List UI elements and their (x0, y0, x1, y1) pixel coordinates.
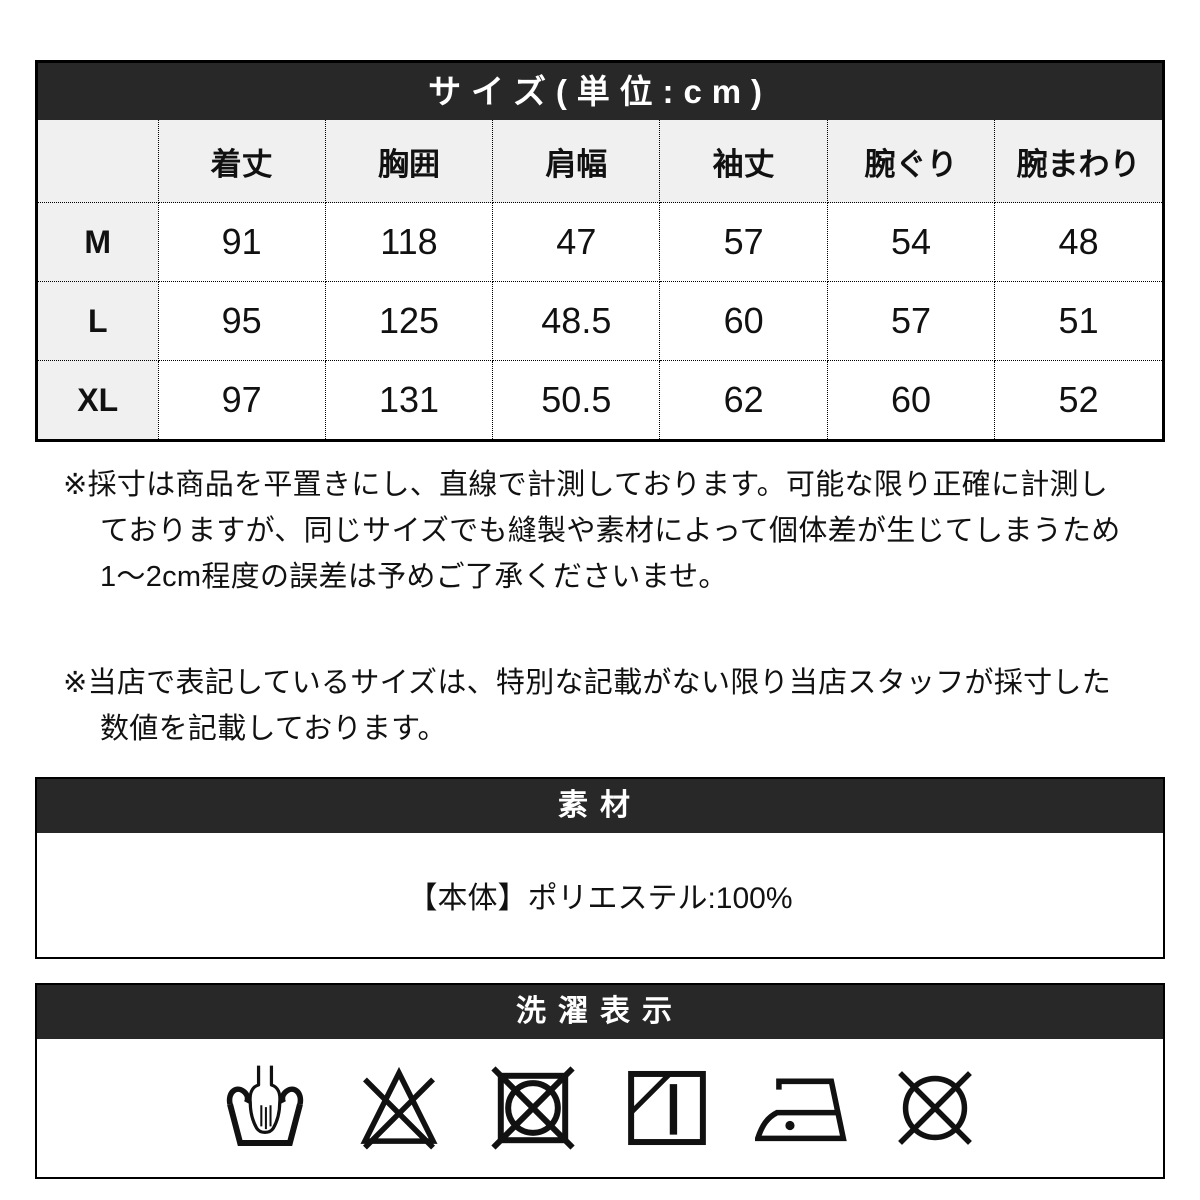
size-row-m: M 91 118 47 57 54 48 (38, 202, 1162, 282)
size-cell: 48 (994, 202, 1162, 282)
size-cell: 51 (994, 281, 1162, 361)
size-cell: 57 (659, 202, 828, 282)
care-label-section: 洗濯表示 (35, 983, 1165, 1179)
size-cell: 52 (994, 360, 1162, 439)
size-row-label: XL (38, 360, 159, 439)
note-line: ておりますが、同じサイズでも縫製や素材によって個体差が生じてしまうため (100, 515, 1121, 547)
do-not-dry-clean-icon (889, 1062, 981, 1154)
note-line: ※当店で表記しているサイズは、特別な記載がない限り当店スタッフが採寸した (63, 667, 1112, 699)
column-header-chest: 胸囲 (324, 120, 494, 203)
note-line: ※採寸は商品を平置きにし、直線で計測しております。可能な限り正確に計測し (63, 469, 1109, 501)
iron-low-heat-icon (755, 1062, 847, 1154)
size-table-section: サイズ(単位:cm) 着丈 胸囲 肩幅 袖丈 腕ぐり 腕まわり M 91 118… (35, 60, 1165, 442)
size-cell: 48.5 (492, 281, 661, 361)
column-header-length: 着丈 (157, 120, 326, 203)
size-section-title: サイズ(単位:cm) (38, 63, 1162, 120)
line-dry-in-shade-icon (621, 1062, 713, 1154)
measurement-disclaimer-note: ※採寸は商品を平置きにし、直線で計測しております。可能な限り正確に計測し ており… (63, 462, 1165, 600)
note-line: 1〜2cm程度の誤差は予めご了承くださいませ。 (100, 561, 728, 593)
care-symbols-row (37, 1039, 1163, 1177)
material-section: 素材 【本体】ポリエステル:100% (35, 777, 1165, 959)
size-table: 着丈 胸囲 肩幅 袖丈 腕ぐり 腕まわり M 91 118 47 57 54 4… (38, 120, 1162, 439)
size-cell: 131 (324, 360, 494, 439)
size-cell: 60 (826, 360, 996, 439)
size-row-xl: XL 97 131 50.5 62 60 52 (38, 360, 1162, 439)
staff-measurement-note: ※当店で表記しているサイズは、特別な記載がない限り当店スタッフが採寸した 数値を… (63, 660, 1165, 752)
do-not-tumble-dry-icon (487, 1062, 579, 1154)
size-cell: 60 (659, 281, 828, 361)
size-cell: 57 (826, 281, 996, 361)
column-header-arm-circ: 腕まわり (994, 120, 1162, 203)
size-cell: 125 (324, 281, 494, 361)
size-cell: 47 (492, 202, 661, 282)
size-cell: 118 (324, 202, 494, 282)
size-row-l: L 95 125 48.5 60 57 51 (38, 281, 1162, 361)
size-row-label: M (38, 202, 159, 282)
material-text: 【本体】ポリエステル:100% (37, 833, 1163, 957)
column-header-armhole: 腕ぐり (826, 120, 996, 203)
size-cell: 62 (659, 360, 828, 439)
size-cell: 97 (157, 360, 326, 439)
note-line: 数値を記載しております。 (100, 713, 447, 745)
size-cell: 91 (157, 202, 326, 282)
size-cell: 95 (157, 281, 326, 361)
size-cell: 54 (826, 202, 996, 282)
corner-cell (38, 120, 159, 203)
column-header-shoulder: 肩幅 (492, 120, 661, 203)
column-header-sleeve: 袖丈 (659, 120, 828, 203)
size-table-header-row: 着丈 胸囲 肩幅 袖丈 腕ぐり 腕まわり (38, 120, 1162, 203)
product-size-chart-page: サイズ(単位:cm) 着丈 胸囲 肩幅 袖丈 腕ぐり 腕まわり M 91 118… (35, 0, 1165, 1179)
care-section-title: 洗濯表示 (37, 985, 1163, 1039)
hand-wash-icon (219, 1062, 311, 1154)
do-not-bleach-icon (353, 1062, 445, 1154)
size-cell: 50.5 (492, 360, 661, 439)
material-section-title: 素材 (37, 779, 1163, 833)
size-row-label: L (38, 281, 159, 361)
